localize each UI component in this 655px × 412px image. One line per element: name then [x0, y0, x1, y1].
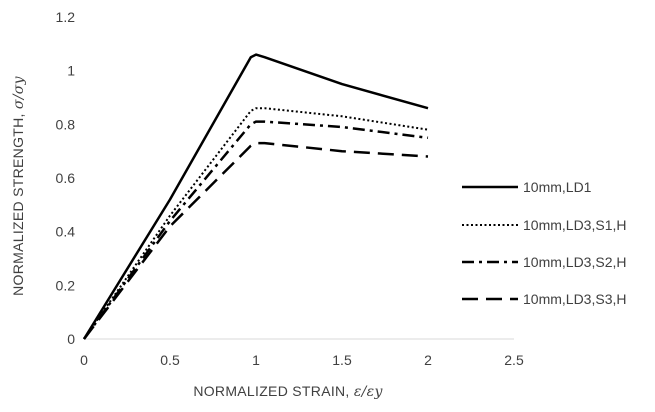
series-lines: [82, 53, 429, 340]
legend-label-4: 10mm,LD3,S3,H: [523, 291, 626, 307]
y-tick-label: 0: [67, 331, 75, 347]
y-tick-label: 0.2: [56, 277, 76, 293]
series-line-3: [82, 120, 429, 340]
y-tick-label: 1: [67, 63, 75, 79]
legend-label-1: 10mm,LD1: [523, 179, 592, 195]
series-line-4: [83, 141, 429, 340]
y-tick-label: 0.4: [56, 224, 76, 240]
y-tick-labels: 0 0.2 0.4 0.6 0.8 1 1.2: [56, 9, 76, 347]
y-axis-title-symbol: σ/σy: [11, 75, 27, 109]
y-tick-label: 0.8: [56, 116, 76, 132]
x-tick-label: 2: [424, 352, 432, 368]
legend-label-2: 10mm,LD3,S1,H: [523, 217, 626, 233]
x-tick-label: 0.5: [160, 352, 180, 368]
series-line-2: [83, 107, 429, 340]
y-axis-title: NORMALIZED STRENGTH, σ/σy: [10, 75, 27, 295]
y-axis-title-text: NORMALIZED STRENGTH,: [10, 109, 26, 296]
series-line-1: [82, 53, 429, 340]
x-tick-label: 1.5: [332, 352, 352, 368]
x-axis-title-symbol: ε/εy: [354, 384, 384, 400]
x-tick-labels: 0 0.5 1 1.5 2 2.5: [80, 352, 524, 368]
legend-label-3: 10mm,LD3,S2,H: [523, 254, 626, 270]
x-tick-label: 1: [252, 352, 260, 368]
x-axis-title-text: NORMALIZED STRAIN,: [193, 383, 354, 399]
y-tick-label: 1.2: [56, 9, 76, 25]
y-tick-label: 0.6: [56, 170, 76, 186]
x-axis-title: NORMALIZED STRAIN, ε/εy: [193, 383, 383, 400]
x-tick-label: 2.5: [504, 352, 524, 368]
x-tick-label: 0: [80, 352, 88, 368]
legend: 10mm,LD1 10mm,LD3,S1,H 10mm,LD3,S2,H 10mm,L…: [462, 179, 626, 307]
